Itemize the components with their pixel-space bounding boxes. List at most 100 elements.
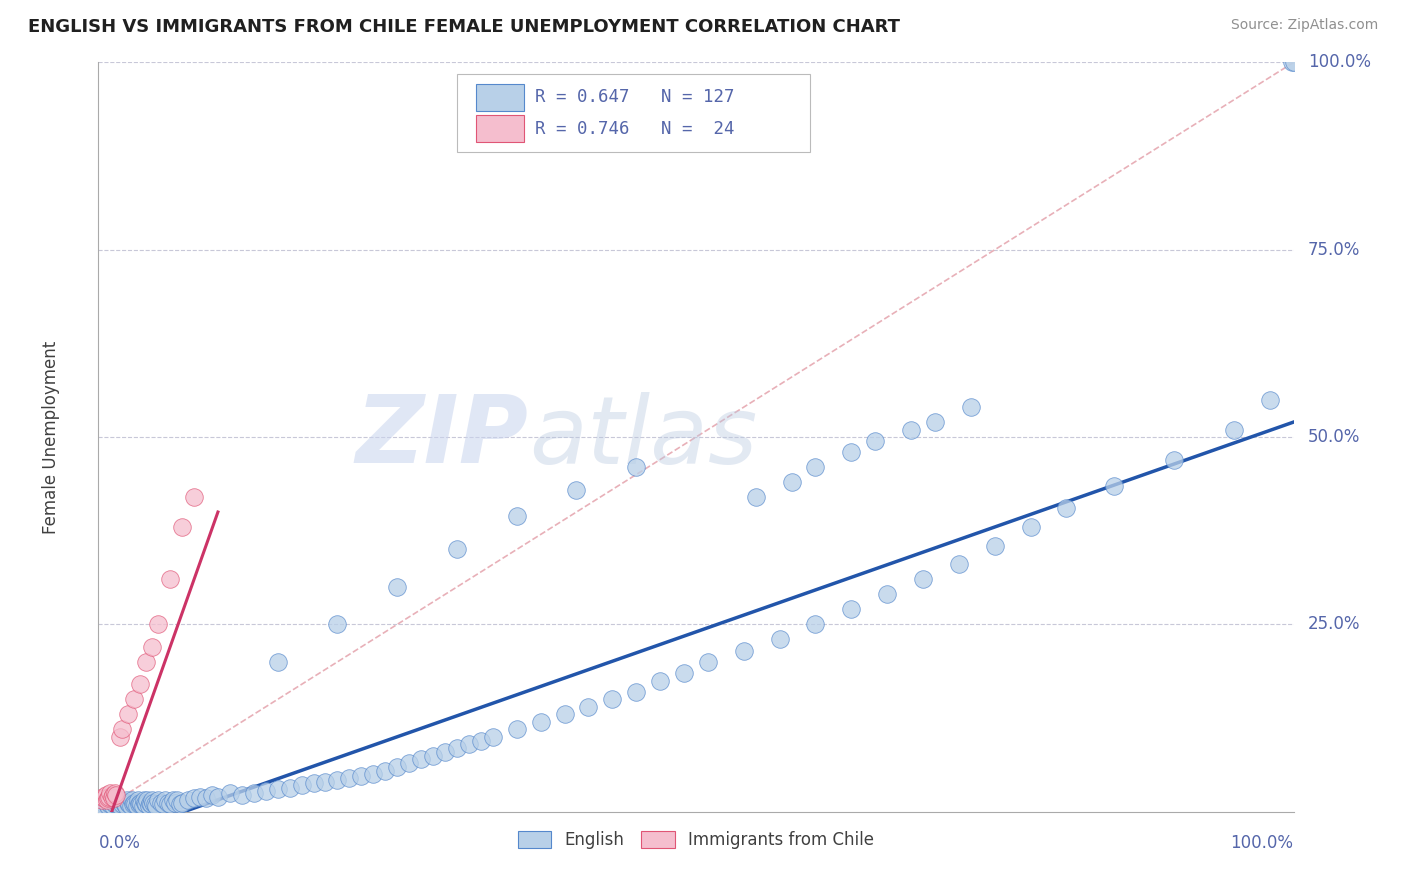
- Point: [163, 796, 186, 810]
- Text: ZIP: ZIP: [356, 391, 529, 483]
- Point: [984, 539, 1007, 553]
- Point: [142, 796, 165, 810]
- Point: [112, 796, 135, 810]
- Point: [97, 791, 120, 805]
- Point: [1056, 501, 1078, 516]
- Point: [159, 573, 181, 587]
- Point: [135, 797, 157, 812]
- Point: [128, 797, 150, 812]
- Point: [254, 783, 277, 797]
- Point: [139, 797, 162, 812]
- Point: [108, 798, 131, 813]
- Text: Source: ZipAtlas.com: Source: ZipAtlas.com: [1230, 18, 1378, 32]
- Point: [172, 796, 194, 810]
- Point: [107, 797, 129, 812]
- Point: [91, 789, 114, 804]
- Point: [673, 666, 696, 681]
- Point: [195, 791, 218, 805]
- Point: [97, 798, 120, 813]
- Text: 50.0%: 50.0%: [1308, 428, 1360, 446]
- Point: [183, 490, 205, 504]
- Point: [117, 796, 139, 810]
- Point: [162, 793, 184, 807]
- Point: [697, 655, 720, 669]
- Point: [530, 714, 553, 729]
- Point: [326, 773, 349, 788]
- Point: [1104, 479, 1126, 493]
- Text: 75.0%: 75.0%: [1308, 241, 1360, 259]
- Point: [1223, 423, 1246, 437]
- Point: [446, 542, 468, 557]
- Point: [841, 602, 863, 616]
- Text: R = 0.746   N =  24: R = 0.746 N = 24: [534, 120, 734, 137]
- Point: [91, 798, 114, 813]
- Legend: English, Immigrants from Chile: English, Immigrants from Chile: [512, 824, 880, 855]
- Point: [121, 793, 143, 807]
- Point: [948, 558, 970, 572]
- Point: [129, 796, 152, 810]
- Point: [291, 779, 314, 793]
- Point: [91, 793, 114, 807]
- Text: ENGLISH VS IMMIGRANTS FROM CHILE FEMALE UNEMPLOYMENT CORRELATION CHART: ENGLISH VS IMMIGRANTS FROM CHILE FEMALE …: [28, 18, 900, 36]
- Point: [104, 797, 127, 812]
- Point: [481, 730, 505, 744]
- Point: [267, 782, 290, 797]
- Point: [422, 748, 444, 763]
- Point: [626, 685, 648, 699]
- Point: [865, 434, 887, 448]
- Point: [104, 786, 127, 800]
- Point: [900, 423, 922, 437]
- Point: [374, 764, 396, 778]
- Point: [98, 796, 121, 810]
- Point: [110, 793, 132, 807]
- Point: [315, 774, 337, 789]
- Point: [124, 797, 146, 812]
- Point: [132, 793, 155, 807]
- Point: [506, 508, 529, 523]
- Point: [139, 796, 162, 810]
- Point: [135, 655, 157, 669]
- Point: [120, 798, 142, 813]
- Point: [152, 797, 174, 812]
- Point: [768, 632, 790, 647]
- Point: [98, 789, 121, 804]
- Point: [602, 692, 624, 706]
- Point: [136, 793, 159, 807]
- Point: [804, 460, 827, 475]
- Point: [114, 797, 136, 812]
- Point: [446, 741, 468, 756]
- Point: [149, 796, 172, 810]
- Point: [94, 789, 117, 803]
- Point: [129, 677, 152, 691]
- Point: [122, 797, 145, 812]
- Point: [100, 793, 122, 807]
- Text: 25.0%: 25.0%: [1308, 615, 1361, 633]
- Point: [138, 798, 160, 813]
- Text: atlas: atlas: [529, 392, 756, 483]
- Point: [434, 745, 457, 759]
- Point: [145, 798, 167, 813]
- Point: [169, 797, 191, 812]
- Point: [470, 733, 492, 747]
- Point: [100, 789, 122, 804]
- Point: [339, 771, 361, 785]
- Point: [159, 797, 181, 812]
- Point: [155, 793, 177, 807]
- Point: [554, 707, 576, 722]
- Point: [411, 752, 433, 766]
- Point: [278, 780, 301, 795]
- Point: [183, 791, 205, 805]
- Text: 100.0%: 100.0%: [1308, 54, 1371, 71]
- Text: Female Unemployment: Female Unemployment: [42, 341, 59, 533]
- Point: [804, 617, 827, 632]
- Point: [101, 798, 124, 813]
- Point: [506, 723, 529, 737]
- Point: [93, 791, 115, 805]
- Point: [267, 655, 290, 669]
- Point: [350, 769, 373, 783]
- Point: [201, 789, 224, 803]
- Point: [219, 786, 242, 800]
- Point: [131, 797, 153, 812]
- Point: [93, 800, 115, 814]
- Point: [131, 798, 153, 813]
